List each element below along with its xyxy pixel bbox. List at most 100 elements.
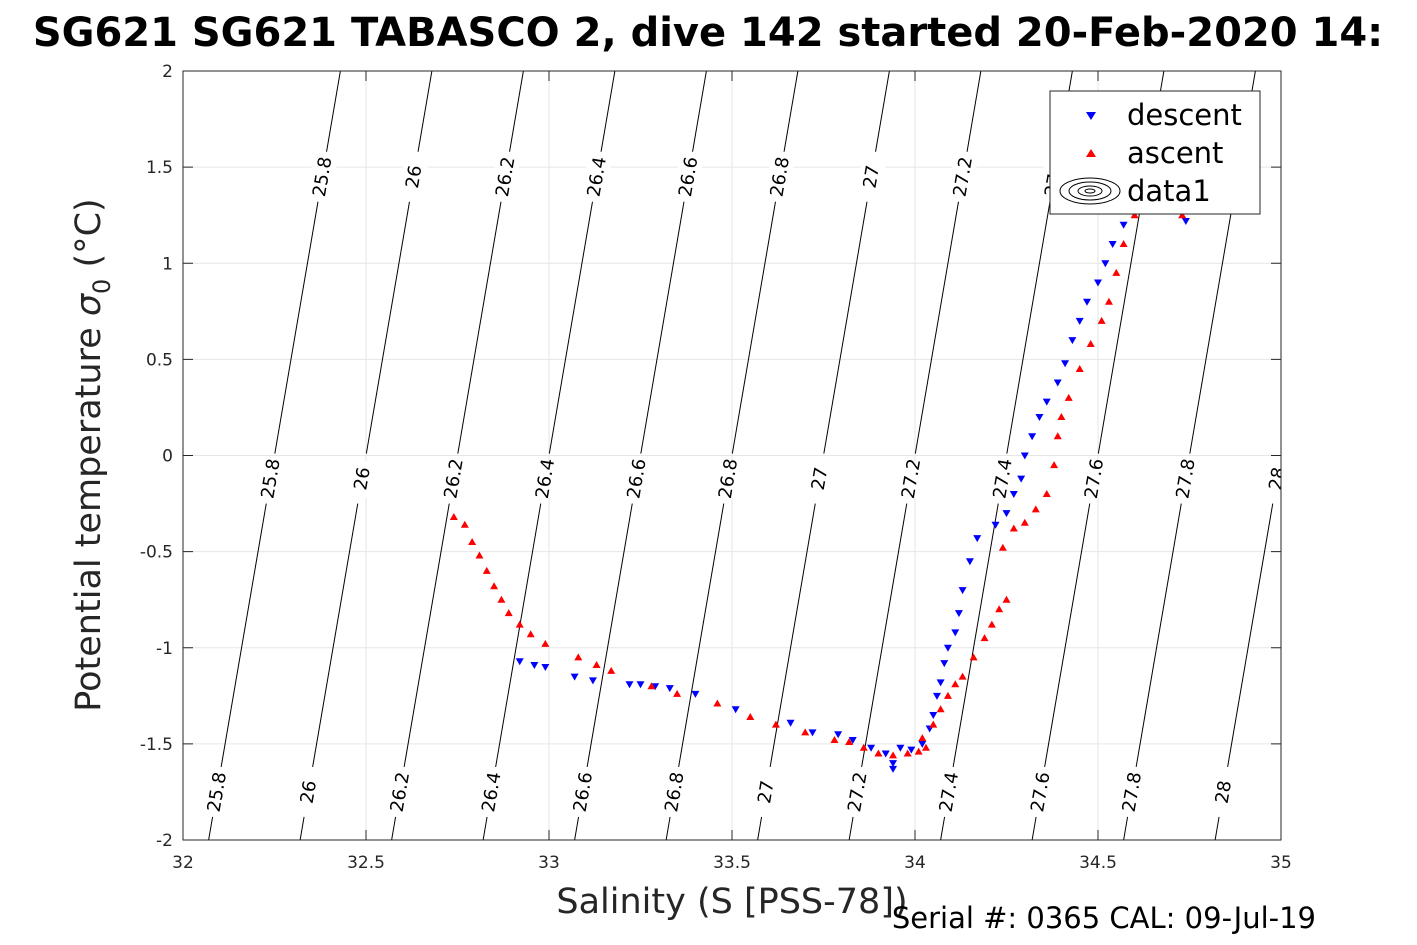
descent-point [1035, 414, 1044, 422]
contour-label-gap [438, 458, 469, 499]
y-tick-label: 1 [162, 254, 173, 274]
ascent-point [830, 736, 839, 744]
isopycnal-line [1123, 816, 1129, 840]
ascent-point [914, 747, 923, 755]
contour-label-gap [1025, 772, 1056, 812]
descent-point [889, 765, 898, 773]
contour-label-gap [1262, 458, 1281, 499]
ascent-point [903, 749, 912, 757]
isopycnal-line [848, 816, 854, 840]
ascent-point [1097, 316, 1106, 324]
ascent-point [460, 520, 469, 528]
ascent-point [1119, 240, 1128, 248]
descent-point [958, 587, 967, 595]
ascent-point [998, 543, 1007, 551]
contour-label-gap [490, 156, 521, 197]
ascent-point [746, 712, 755, 720]
isopycnal-line [757, 816, 763, 840]
ascent-point [449, 513, 458, 521]
contour-label-gap [673, 156, 704, 197]
contour-label-gap [856, 156, 887, 197]
ascent-point [859, 743, 868, 751]
descent-point [665, 685, 674, 693]
isopycnal-line [220, 503, 267, 768]
x-tick-label: 34 [904, 853, 926, 873]
isopycnal-line [574, 816, 580, 840]
ascent-point [673, 689, 682, 697]
ascent-point [943, 691, 952, 699]
descent-point [588, 677, 597, 685]
contour-label-gap [255, 458, 286, 499]
ascent-point [647, 682, 656, 690]
isopycnal-line [769, 503, 816, 768]
descent-point [889, 760, 898, 768]
y-axis-label: Potential temperature σ0 (°C) [69, 198, 116, 711]
ascent-point [771, 720, 780, 728]
isopycnal-line [1031, 816, 1037, 840]
ascent-point [713, 699, 722, 707]
descent-point [1108, 241, 1117, 249]
ascent-point [1009, 524, 1018, 532]
contour-label-gap [398, 156, 429, 197]
ascent-point [969, 653, 978, 661]
contour-label-gap [933, 772, 964, 812]
ascent-point [1178, 211, 1187, 219]
descent-point [1028, 433, 1037, 441]
descent-point [896, 744, 905, 752]
y-tick-label: -2 [156, 831, 173, 851]
contour-label-gap [384, 772, 415, 812]
isopycnal-line [1097, 201, 1142, 454]
ascent-point [936, 705, 945, 713]
descent-point [731, 706, 740, 714]
ascent-point [1053, 432, 1062, 440]
contour-label: 27 [859, 164, 884, 190]
isopycnal-line [692, 71, 707, 152]
contour-label-gap [347, 458, 377, 499]
descent-point [1101, 260, 1110, 268]
descent-point [515, 658, 524, 666]
descent-point [936, 679, 945, 687]
serial-cal-footer: Serial #: 0365 CAL: 09-Jul-19 [892, 901, 1316, 935]
legend-marker-descent [1086, 112, 1096, 120]
contour-label: 28 [1265, 466, 1290, 492]
descent-point [1002, 510, 1011, 518]
isopycnal-line [914, 201, 959, 454]
contour-label-gap [1170, 458, 1201, 499]
contour-label-gap [896, 458, 926, 499]
descent-point [1075, 317, 1084, 325]
contour-label-gap [1208, 772, 1239, 812]
contour-label: 27 [808, 466, 833, 492]
ascent-point [1075, 364, 1084, 372]
descent-point [881, 750, 890, 758]
y-tick-label: 0 [162, 447, 173, 467]
descent-point [1053, 379, 1062, 387]
ascent-point [918, 734, 927, 742]
descent-point [932, 692, 941, 700]
isopycnal-line [678, 503, 725, 768]
descent-point [834, 731, 843, 739]
isopycnal-line [548, 201, 593, 454]
isopycnal-line [1189, 201, 1234, 454]
ascent-point [1002, 595, 1011, 603]
legend-label-descent: descent [1127, 98, 1242, 132]
descent-point [965, 558, 974, 566]
contour-label-gap [842, 772, 873, 812]
contour-label-gap [764, 156, 795, 197]
contour-label: 27 [754, 779, 779, 805]
ascent-point [995, 605, 1004, 613]
ascent-point [541, 639, 550, 647]
ascent-point [574, 653, 583, 661]
ascent-point [1031, 505, 1040, 513]
x-tick-label: 32 [172, 853, 194, 873]
descent-point [1083, 298, 1092, 306]
descent-point [929, 712, 938, 720]
y-tick-label: 1.5 [146, 158, 173, 178]
y-tick-label: 2 [162, 62, 173, 82]
ascent-point [1086, 339, 1095, 347]
descent-point [808, 729, 817, 737]
ascent-point [526, 630, 535, 638]
descent-point [1061, 360, 1070, 368]
descent-point [1020, 452, 1029, 460]
ascent-point [845, 737, 854, 745]
